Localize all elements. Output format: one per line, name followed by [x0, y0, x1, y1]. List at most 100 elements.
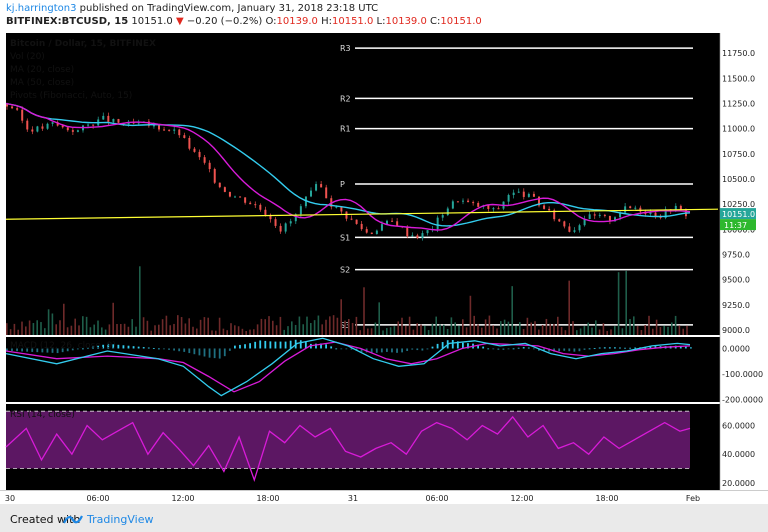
candle-body: [411, 235, 414, 237]
author-link[interactable]: kj.harrington3: [6, 3, 77, 14]
macd-histogram-bar: [97, 345, 99, 349]
macd-histogram-bar: [213, 348, 216, 359]
macd-histogram-bar: [573, 348, 576, 352]
macd-histogram-bar: [608, 347, 611, 349]
volume-bar: [348, 318, 350, 335]
macd-histogram-bar: [416, 348, 419, 351]
macd-histogram-bar: [122, 345, 125, 349]
macd-histogram-bar: [583, 348, 586, 350]
macd-histogram-bar: [203, 348, 206, 357]
volume-bar: [401, 317, 403, 335]
candle-body: [375, 230, 378, 234]
macd-pane-bg: [6, 337, 720, 402]
volume-bar: [139, 266, 141, 335]
candle-body: [345, 211, 348, 219]
candle-body: [416, 235, 419, 239]
macd-histogram-bar: [487, 348, 490, 350]
volume-bar: [169, 325, 171, 335]
volume-bar: [652, 328, 654, 335]
volume-bar: [302, 324, 304, 335]
volume-bar: [222, 328, 225, 335]
macd-histogram-bar: [426, 348, 429, 350]
volume-bar: [173, 323, 175, 335]
volume-bar: [329, 316, 331, 335]
candle-body: [365, 229, 368, 233]
candle-body: [228, 191, 231, 197]
volume-bar: [230, 323, 232, 335]
volume-bar: [370, 328, 373, 335]
volume-bar: [127, 326, 130, 335]
candle-body: [603, 214, 606, 216]
time-tick-label: 06:00: [86, 494, 109, 503]
volume-bar: [82, 316, 84, 335]
macd-histogram-bar: [502, 348, 505, 350]
volume-bar: [629, 318, 631, 335]
macd-histogram-bar: [679, 345, 682, 349]
macd-histogram-bar: [553, 348, 555, 352]
volume-bar: [268, 316, 270, 335]
macd-histogram-bar: [193, 348, 196, 355]
price-tick-label: 9250.0: [722, 301, 750, 310]
candle-body: [538, 196, 540, 206]
countdown-tag: [720, 219, 756, 231]
macd-histogram-bar: [132, 346, 135, 349]
volume-bar: [359, 330, 361, 335]
macd-histogram-bar: [56, 348, 59, 354]
macd-histogram-bar: [218, 348, 221, 359]
macd-histogram-bar: [492, 348, 495, 350]
candle-body: [152, 125, 155, 127]
volume-bar: [177, 315, 179, 335]
low-label: L:: [376, 16, 386, 27]
candle-body: [624, 206, 627, 213]
macd-histogram-bar: [690, 347, 692, 349]
volume-bar: [481, 327, 483, 335]
volume-bar: [682, 328, 684, 335]
candle-body: [517, 191, 520, 193]
price-tick-label: 11000.0: [722, 125, 755, 134]
tradingview-brand-link[interactable]: TradingView: [87, 513, 154, 526]
volume-bar: [104, 329, 107, 335]
candle-body: [355, 219, 358, 224]
rsi-tick-label: 60.0000: [722, 422, 755, 431]
candle-body: [558, 219, 561, 222]
candle-body: [619, 212, 622, 218]
candle-body: [117, 119, 120, 123]
candle-body: [654, 212, 657, 217]
macd-histogram-bar: [223, 348, 226, 357]
volume-bar: [291, 321, 293, 335]
candle-body: [634, 207, 637, 209]
tradingview-logo-icon: [63, 515, 83, 524]
volume-bar: [606, 330, 608, 335]
macd-histogram-bar: [117, 344, 120, 349]
volume-bar: [405, 325, 407, 335]
volume-bar: [598, 329, 601, 335]
rsi-band-fill: [6, 411, 690, 469]
chart-area[interactable]: R3R2R1PS1S2S3 11750.011500.011250.011000…: [0, 30, 768, 504]
candle-body: [659, 216, 662, 218]
time-tick-label: 12:00: [171, 494, 194, 503]
macd-histogram-bar: [456, 341, 459, 349]
candle-body: [107, 115, 110, 122]
volume-bar: [568, 280, 570, 335]
volume-bar: [443, 324, 445, 335]
macd-histogram-bar: [264, 340, 267, 349]
volume-bar: [203, 317, 206, 335]
open-value: 10139.0: [276, 16, 318, 27]
macd-histogram-bar: [284, 341, 287, 349]
candle-body: [674, 205, 677, 211]
legend-ma20: MA (20, close): [10, 65, 74, 75]
macd-histogram-bar: [279, 341, 282, 349]
candle-body: [396, 221, 399, 227]
macd-histogram-bar: [178, 348, 181, 352]
volume-bar: [557, 316, 559, 335]
volume-bar: [462, 319, 464, 335]
volume-bar: [135, 326, 137, 335]
volume-bar: [249, 329, 251, 335]
volume-bar: [154, 325, 156, 335]
macd-layer: [5, 337, 692, 397]
macd-histogram-bar: [614, 347, 616, 349]
volume-bar: [473, 315, 475, 335]
macd-histogram-bar: [406, 348, 409, 351]
volume-bar: [279, 316, 282, 335]
macd-histogram-bar: [269, 341, 272, 349]
